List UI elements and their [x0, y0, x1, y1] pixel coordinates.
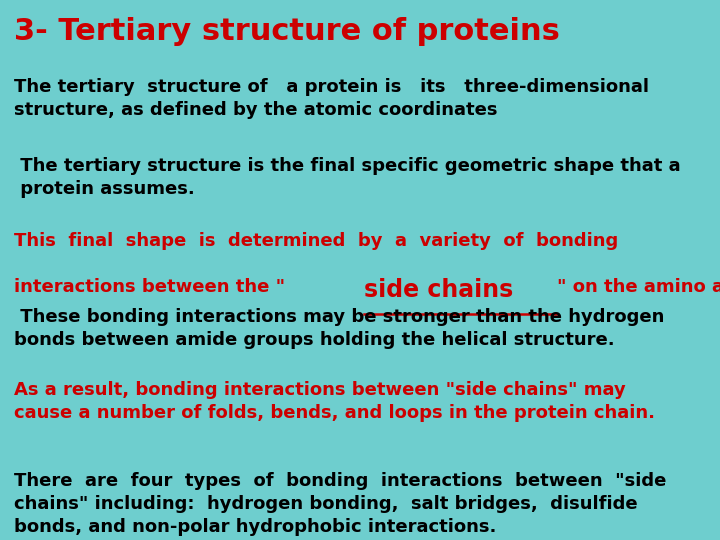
Text: The tertiary  structure of   a protein is   its   three-dimensional
structure, a: The tertiary structure of a protein is i…: [14, 78, 649, 119]
Text: 3- Tertiary structure of proteins: 3- Tertiary structure of proteins: [14, 17, 560, 46]
Text: interactions between the ": interactions between the ": [14, 278, 286, 296]
Text: This  final  shape  is  determined  by  a  variety  of  bonding: This final shape is determined by a vari…: [14, 232, 618, 250]
Text: As a result, bonding interactions between "side chains" may
cause a number of fo: As a result, bonding interactions betwee…: [14, 381, 655, 422]
Text: " on the amino acids.: " on the amino acids.: [557, 278, 720, 296]
Text: side chains: side chains: [364, 278, 513, 302]
Text: There  are  four  types  of  bonding  interactions  between  "side
chains" inclu: There are four types of bonding interact…: [14, 472, 667, 536]
Text: These bonding interactions may be stronger than the hydrogen
bonds between amide: These bonding interactions may be strong…: [14, 308, 665, 349]
Text: The tertiary structure is the final specific geometric shape that a
 protein ass: The tertiary structure is the final spec…: [14, 157, 681, 198]
